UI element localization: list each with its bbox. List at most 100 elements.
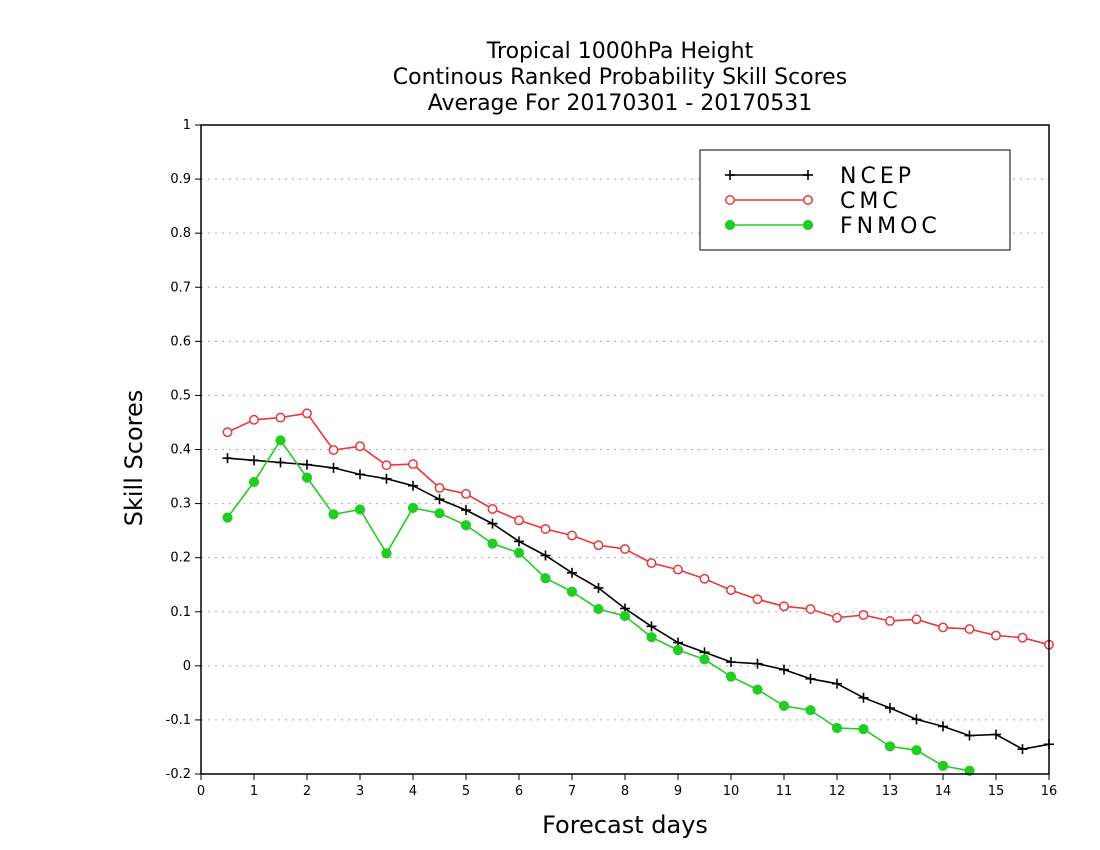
x-tick-label: 9 [674, 784, 682, 799]
x-tick-label: 6 [515, 784, 523, 799]
cmc-point [275, 412, 286, 423]
x-tick-label: 10 [723, 784, 740, 799]
title-line-2: Continous Ranked Probability Skill Score… [393, 65, 847, 90]
fnmoc-point [964, 765, 975, 776]
ncep-point [328, 462, 339, 473]
x-tick-label: 1 [250, 784, 258, 799]
ncep-point [593, 582, 604, 593]
ncep-point [275, 457, 286, 468]
x-tick-label: 8 [621, 784, 629, 799]
cmc-point [752, 594, 763, 605]
ncep-point [487, 518, 498, 529]
ncep-point [249, 455, 259, 466]
fnmoc-point [858, 724, 869, 735]
x-tick-label: 12 [829, 784, 846, 799]
x-axis-label: Forecast days [542, 811, 708, 839]
fnmoc-point [487, 538, 498, 549]
cmc-point [355, 441, 365, 452]
y-tick-label: 0.5 [170, 388, 191, 403]
ncep-point [222, 453, 233, 464]
cmc-point [779, 601, 789, 612]
fnmoc-point [646, 632, 657, 643]
fnmoc-point [222, 512, 233, 523]
x-tick-label: 11 [776, 784, 793, 799]
fnmoc-point [540, 573, 551, 584]
cmc-point [938, 622, 948, 633]
fnmoc-point [805, 705, 816, 716]
fnmoc-point [937, 760, 949, 771]
cmc-point [911, 614, 922, 625]
cmc-point [699, 573, 710, 584]
cmc-point [805, 604, 816, 614]
cmc-point [487, 504, 498, 514]
y-tick-label: 0.2 [170, 551, 191, 566]
fnmoc-point [699, 654, 710, 665]
title-line-1: Tropical 1000hPa Height [486, 39, 754, 64]
y-tick-label: 0.9 [170, 172, 191, 187]
ncep-point [832, 678, 842, 689]
fnmoc-point [725, 671, 737, 682]
cmc-point [461, 488, 471, 499]
legend-item-fnmoc: FNMOC [724, 214, 941, 239]
y-tick-label: 0.1 [170, 605, 191, 620]
x-tick-label: 16 [1041, 784, 1058, 799]
x-tick-label: 15 [988, 784, 1005, 799]
x-tick-label: 3 [356, 784, 364, 799]
legend-marker [725, 170, 735, 180]
x-tick-label: 4 [409, 784, 417, 799]
fnmoc-point [301, 472, 313, 483]
cmc-point [249, 414, 259, 425]
fnmoc-point [381, 548, 392, 559]
cmc-point [1017, 632, 1028, 643]
cmc-point [832, 612, 842, 623]
ncep-point [752, 658, 763, 669]
legend-marker [725, 195, 735, 205]
cmc-point [408, 459, 418, 470]
y-tick-label: 0.6 [170, 334, 191, 349]
cmc-point [434, 482, 445, 493]
series-cmc [222, 408, 1054, 650]
fnmoc-point [434, 508, 445, 519]
legend-label: CMC [840, 189, 902, 214]
fnmoc-point [911, 745, 922, 756]
ncep-point [938, 721, 948, 732]
cmc-point [620, 544, 630, 554]
cmc-point [593, 540, 604, 551]
cmc-point [381, 460, 392, 471]
y-tick-label: 0.7 [170, 280, 191, 295]
ncep-point [461, 505, 471, 516]
y-tick-label: -0.2 [166, 767, 191, 782]
cmc-point [302, 408, 312, 419]
y-axis-label: Skill Scores [120, 390, 148, 527]
legend-marker [803, 170, 813, 180]
fnmoc-point [593, 603, 604, 615]
fnmoc-point [513, 547, 525, 558]
series-ncep [222, 453, 1054, 755]
fnmoc-point [831, 722, 843, 734]
x-tick-label: 2 [303, 784, 311, 799]
cmc-line [227, 412, 1050, 646]
ncep-point [964, 730, 975, 741]
ncep-point [302, 459, 312, 470]
ncep-point [381, 473, 392, 484]
fnmoc-point [778, 700, 790, 711]
fnmoc-point [460, 520, 472, 531]
x-tick-label: 14 [935, 784, 952, 799]
fnmoc-point [884, 741, 896, 752]
ncep-point [514, 536, 524, 547]
ncep-point [991, 729, 1001, 740]
fnmoc-point [619, 610, 631, 622]
fnmoc-point [566, 586, 578, 597]
fnmoc-point [752, 684, 763, 695]
x-tick-label: 13 [882, 784, 899, 799]
cmc-point [726, 585, 736, 596]
y-tick-label: 0.3 [170, 497, 191, 512]
fnmoc-point [328, 509, 339, 520]
legend-marker [724, 219, 736, 231]
x-tick-label: 0 [197, 784, 205, 799]
legend-label: FNMOC [840, 214, 941, 239]
fnmoc-point [275, 435, 286, 446]
y-tick-label: 0.4 [170, 443, 191, 458]
